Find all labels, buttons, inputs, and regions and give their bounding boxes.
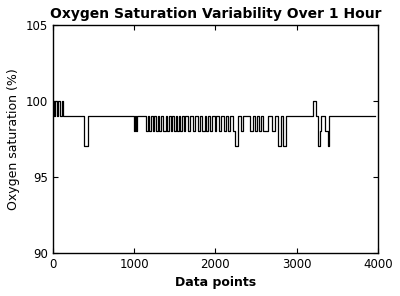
Title: Oxygen Saturation Variability Over 1 Hour: Oxygen Saturation Variability Over 1 Hou… [50,7,381,21]
Y-axis label: Oxygen saturation (%): Oxygen saturation (%) [7,68,20,210]
X-axis label: Data points: Data points [175,276,256,289]
